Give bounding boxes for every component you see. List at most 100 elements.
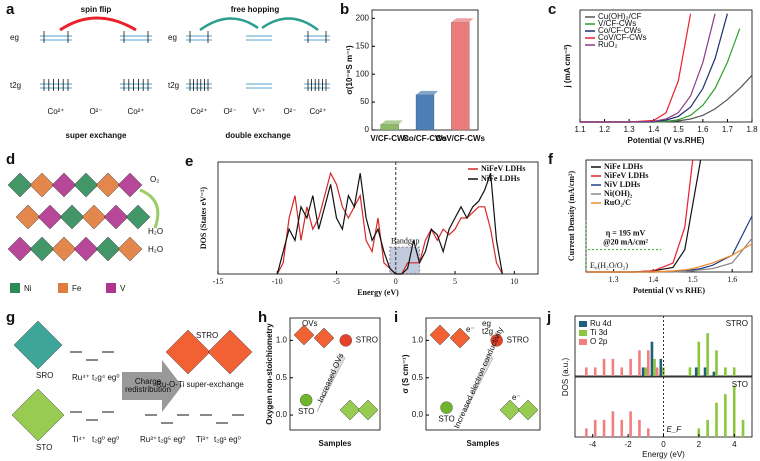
x-tick-label: -2: [625, 440, 633, 449]
point: [300, 393, 313, 407]
dos-bar: [629, 358, 632, 376]
series-line: [580, 13, 716, 123]
point: [490, 334, 503, 347]
legend-label: Fe: [72, 284, 82, 293]
dos-bar: [611, 358, 615, 376]
dos-bar: [697, 428, 701, 437]
panel-letter: c: [548, 1, 556, 18]
x-tick-label: 1.8: [746, 125, 758, 134]
panel-letter: g: [6, 309, 15, 326]
plot-frame: [425, 317, 541, 431]
legend-swatch: [579, 321, 587, 327]
octahedron: [339, 399, 361, 421]
x-axis-label: Energy (eV): [357, 288, 399, 297]
legend-label: NiFeV LDHs: [481, 164, 526, 173]
x-tick-label: -4: [589, 440, 597, 449]
dos-bar: [694, 367, 698, 376]
annotation: @20 mA/cm²: [603, 238, 648, 247]
y-tick-label: 0: [365, 125, 370, 134]
plot-frame: [289, 317, 381, 431]
octahedron: [81, 204, 107, 230]
x-tick-label: 1.1: [574, 125, 586, 134]
trend-arrow: [316, 353, 346, 413]
octahedron: [59, 204, 85, 230]
dos-bar: [655, 367, 659, 376]
panel-letter: e: [185, 153, 193, 170]
dos-bar: [602, 419, 606, 437]
label: free hopping: [231, 5, 280, 14]
label: STO: [36, 443, 52, 452]
label: H₂O: [148, 227, 163, 236]
point: [440, 401, 453, 414]
octahedron: [51, 172, 77, 198]
dos-bar: [712, 371, 716, 376]
legend-label: CoV/CF-CWs: [598, 33, 646, 42]
arrow: [199, 17, 259, 32]
dos-bar: [641, 367, 645, 376]
x-tick-label: 0: [661, 440, 666, 449]
label: t2g: [168, 81, 179, 90]
dos-bar: [732, 367, 736, 376]
x-tick-label: V/CF-CWs: [370, 134, 409, 143]
x-tick-label: Co/CF-CWs: [403, 134, 448, 143]
dos-bar: [706, 333, 709, 376]
bar: [451, 22, 470, 131]
trend-arrow: [464, 353, 494, 413]
dos-bar: [659, 358, 663, 376]
x-tick-label: 1.6: [727, 275, 737, 284]
label: Ti⁴⁺: [72, 435, 86, 444]
legend-label: NiFeV LDHs: [604, 171, 649, 180]
octahedron: [13, 320, 63, 370]
x-tick-label: -10: [272, 277, 283, 286]
dos-bar: [732, 385, 736, 437]
octahedron: [517, 399, 539, 421]
legend-swatch: [106, 283, 116, 293]
panel-letter: d: [6, 151, 15, 168]
panel-letter: i: [394, 309, 398, 326]
label: super exchange: [66, 131, 127, 140]
arrow: [261, 17, 319, 31]
x-axis-label: Samples: [319, 439, 352, 448]
label: Ru³⁺: [140, 435, 157, 444]
octahedron: [293, 324, 315, 346]
x-axis-label: Potential (V vs.RHE): [628, 136, 705, 145]
octahedron: [117, 172, 143, 198]
label: t₂g⁵ eg⁰: [158, 435, 185, 444]
y-tick-label: 0.0: [412, 410, 424, 419]
y-tick-label: 200: [356, 13, 370, 22]
dos-bar: [715, 350, 718, 376]
plot-frame: [217, 161, 539, 275]
x-tick-label: 1.5: [688, 275, 698, 284]
dos-bar: [647, 350, 650, 376]
label: Charge: [135, 377, 162, 386]
label: Ru⁴⁺: [72, 373, 90, 382]
dos-bar: [585, 367, 588, 376]
panel-letter: j: [546, 309, 551, 326]
label: t₂g¹ eg⁰: [214, 435, 241, 444]
legend-label: O 2p: [590, 337, 608, 346]
x-tick-label: 1.2: [599, 125, 611, 134]
dos-bar: [653, 358, 656, 376]
dos-bar: [611, 411, 615, 437]
arrow: [122, 360, 182, 412]
octahedron: [103, 204, 129, 230]
bar: [380, 124, 399, 131]
y-tick-label: 0.5: [276, 373, 288, 382]
label: O₂: [150, 175, 159, 184]
series-line: [276, 173, 503, 275]
x-tick-label: -15: [213, 277, 224, 286]
arrow: [59, 16, 137, 32]
arrow: [139, 188, 160, 229]
x-tick-label: 1.4: [648, 275, 658, 284]
dos-bar: [715, 402, 718, 437]
label: eg: [168, 33, 177, 42]
annotation: η = 195 mV: [606, 229, 646, 238]
legend-label: Co/CF-CWs: [598, 26, 641, 35]
x-tick-label: 1.5: [673, 125, 685, 134]
octahedron: [95, 172, 121, 198]
legend-label: V: [120, 284, 126, 293]
label: redistribution: [125, 385, 171, 394]
dos-bar: [644, 367, 647, 376]
octahedron: [449, 327, 471, 349]
x-tick-label: 2: [697, 440, 702, 449]
